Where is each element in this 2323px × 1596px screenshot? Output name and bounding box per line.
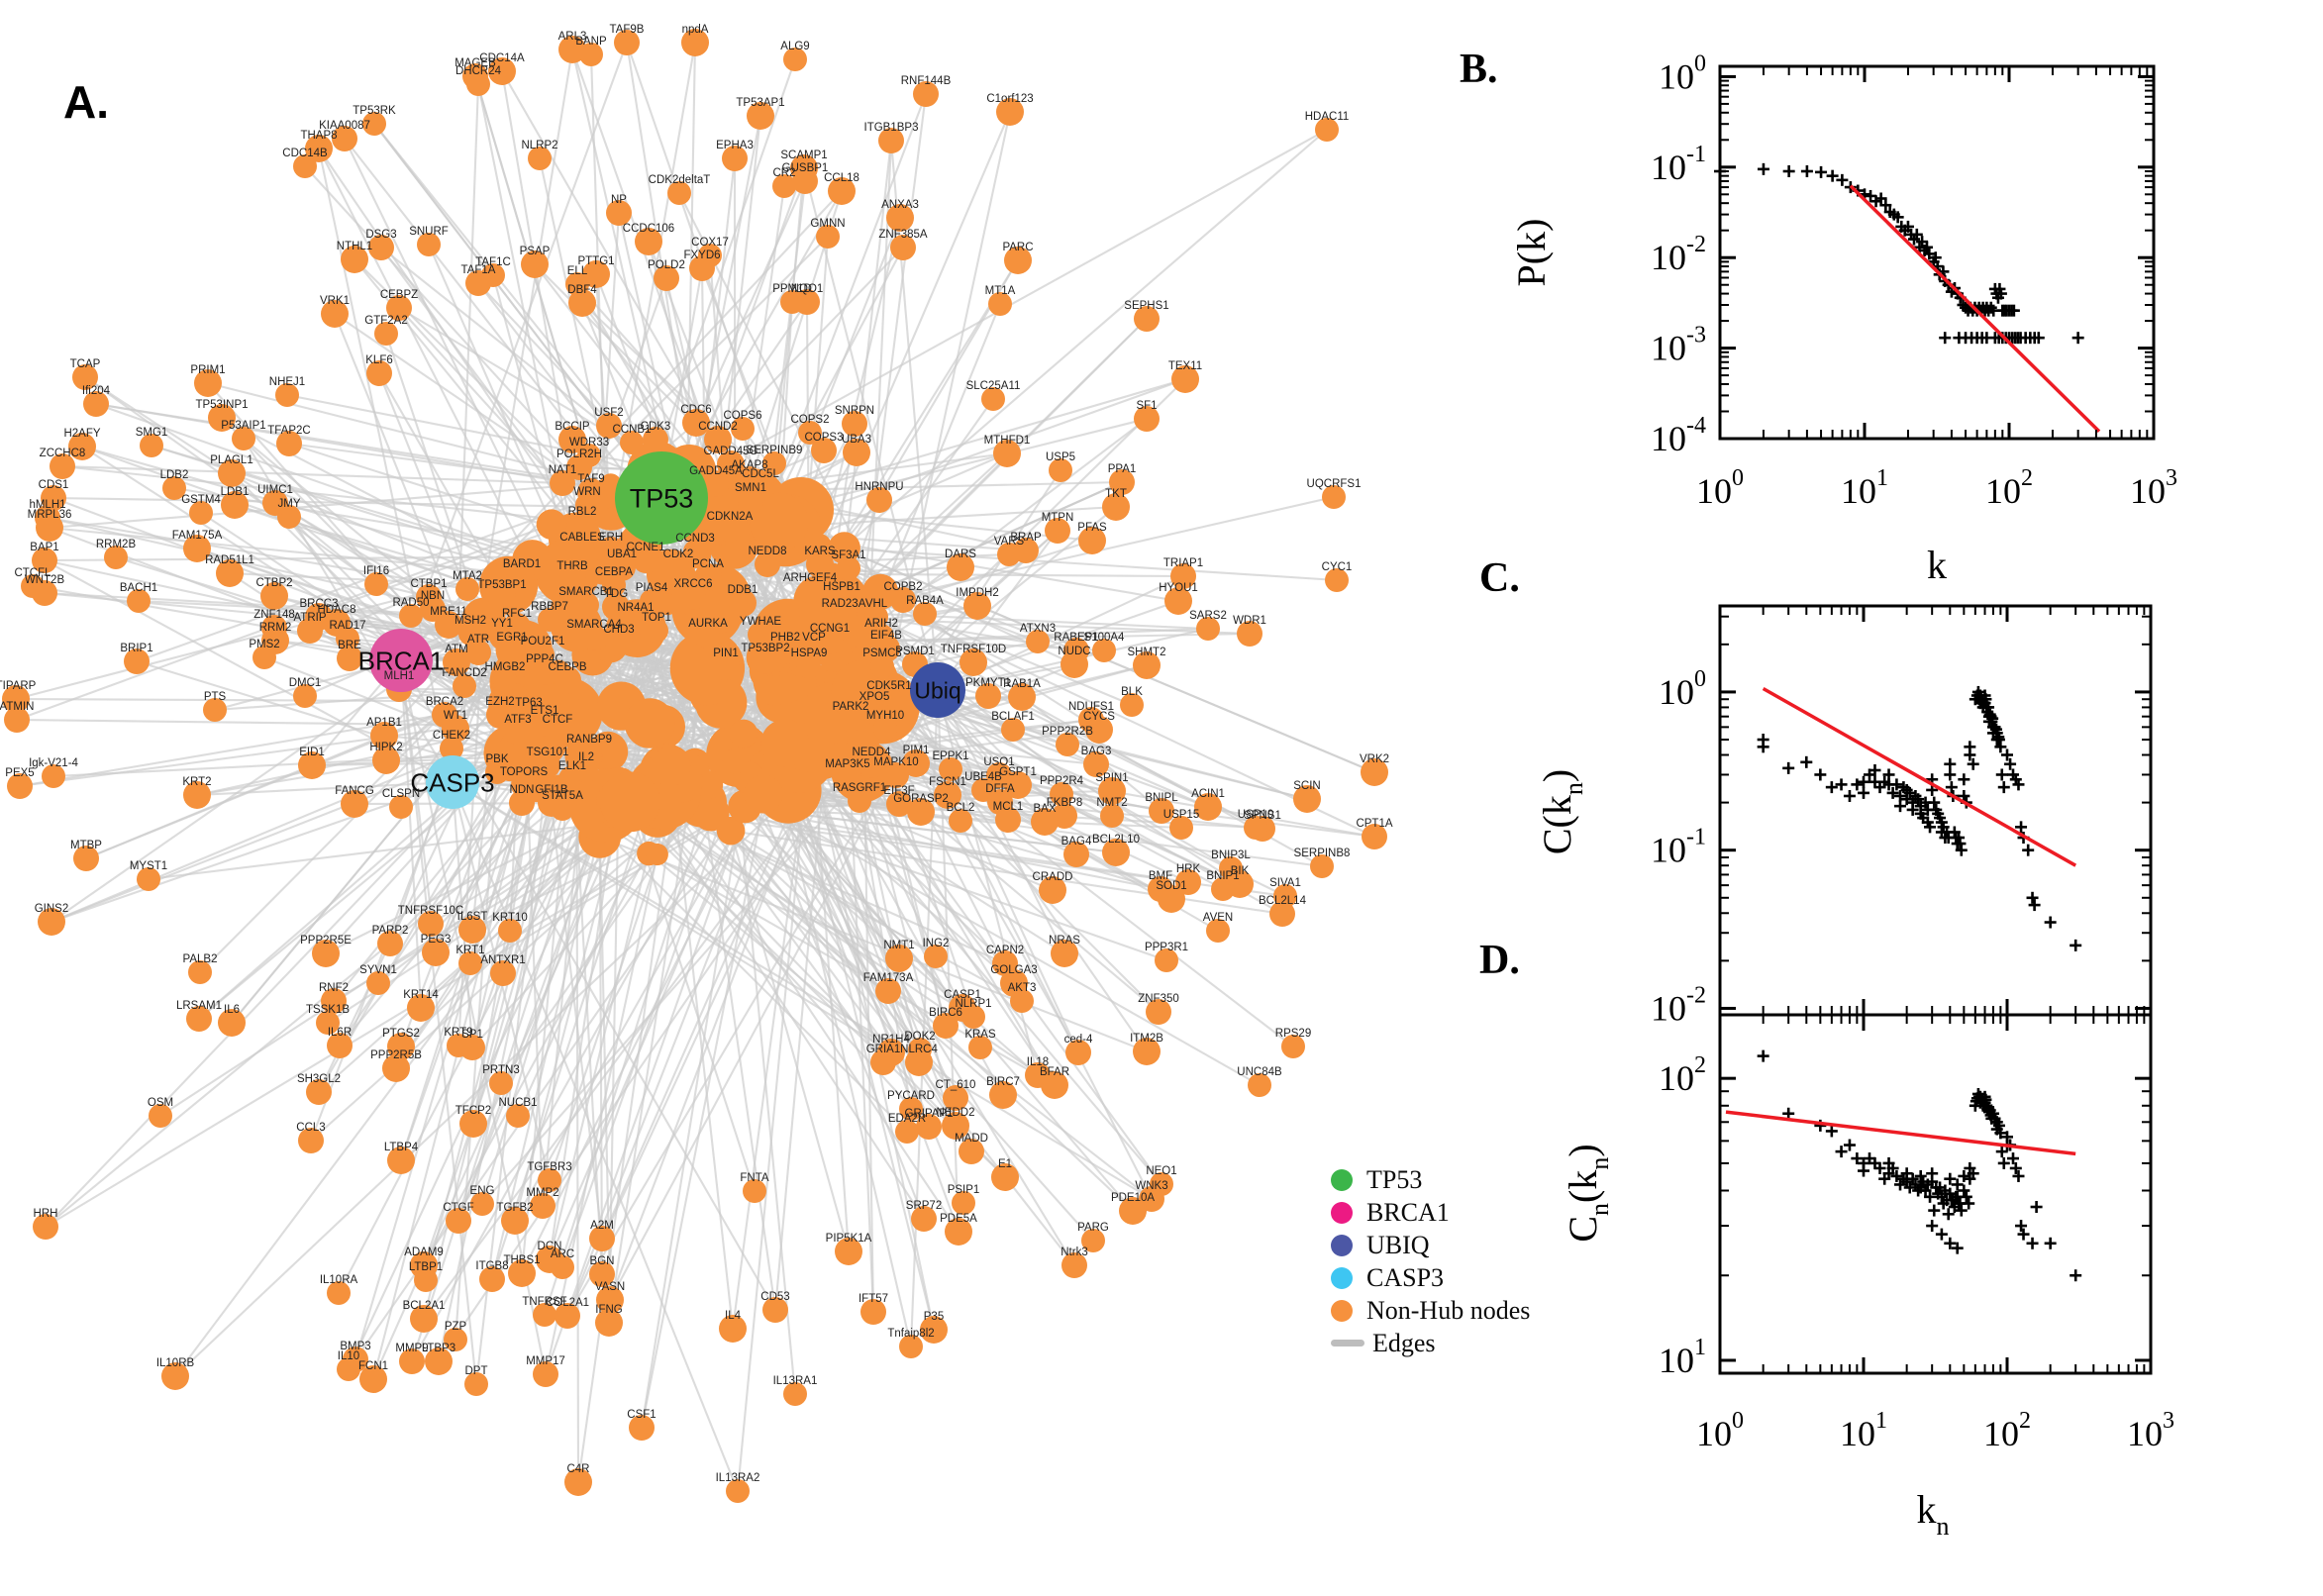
nonhub-swatch-icon [1331,1299,1353,1322]
panel-c-label: C. [1479,555,1520,601]
legend-label: CASP3 [1366,1262,1445,1292]
svg-text:100: 100 [1659,666,1706,712]
fit-line [1725,1110,2076,1156]
legend-label: TP53 [1366,1164,1423,1194]
legend-label: UBIQ [1366,1230,1430,1259]
y-axis-label-c: C(kn) [1535,769,1588,854]
legend-item-tp53: TP53 [1331,1164,1530,1194]
axis-ticks [1718,66,2156,441]
hub-node-ubiq [910,662,965,718]
panel-a-label: A. [63,76,109,128]
y-axis-label-b: P(k) [1509,219,1554,287]
legend-item-ubiq: UBIQ [1331,1230,1530,1259]
legend-item-casp3: CASP3 [1331,1262,1530,1292]
fit-line [1849,184,2101,434]
legend: TP53 BRCA1 UBIQ CASP3 Non-Hub nodes Edge… [1331,1164,1531,1357]
hub-nodes: TP53 BRCA1 Ubiq CASP3 [358,451,965,809]
svg-text:100: 100 [1696,465,1744,511]
svg-text:10-3: 10-3 [1651,323,1706,368]
svg-text:10-2: 10-2 [1651,982,1706,1028]
edges-swatch-icon [1331,1340,1364,1347]
panel-d-label: D. [1479,938,1520,983]
scatter-points [1714,162,2084,345]
svg-text:101: 101 [1840,1408,1887,1453]
legend-label: Edges [1372,1328,1436,1357]
hub-node-casp3 [426,755,479,809]
legend-label: Non-Hub nodes [1366,1295,1531,1325]
svg-text:10-1: 10-1 [1651,825,1706,870]
hub-label-tp53: TP53 [630,484,694,514]
svg-text:10-4: 10-4 [1651,413,1706,458]
svg-text:10-2: 10-2 [1651,232,1706,277]
node-labels: TP53RKKIAA0087THAP8CDC14BDSG3NTHL1SNURFC… [0,24,1393,1484]
ubiq-swatch-icon [1331,1234,1353,1256]
axis-ticks [1718,606,2153,1015]
hub-node-tp53 [615,451,708,545]
svg-text:102: 102 [1983,1408,2031,1453]
legend-item-nonhub: Non-Hub nodes [1331,1295,1531,1325]
x-axis-label-b: k [1927,543,1947,587]
fit-line [1762,687,2077,867]
network-panel: TP53 BRCA1 Ubiq CASP3TP53RKKIAA0087THAP8CDC… [0,24,1393,1503]
scatter-points [1757,1049,2082,1282]
chart-panel-c: 100 10-1 10-2 C(kn) [1535,604,2153,1028]
hub-label-brca1: BRCA1 [358,646,445,675]
hub-label-ubiq: Ubiq [914,677,960,703]
network-nodes [2,29,1388,1503]
legend-label: BRCA1 [1366,1197,1450,1227]
svg-text:101: 101 [1841,465,1888,511]
casp3-swatch-icon [1331,1266,1353,1289]
y-axis-label-d: Cn(kn) [1561,1144,1614,1242]
svg-text:100: 100 [1659,50,1706,96]
axis-ticks [1718,1015,2153,1374]
hub-node-brca1 [369,629,433,692]
brca1-swatch-icon [1331,1201,1353,1224]
svg-text:100: 100 [1696,1408,1744,1453]
svg-text:10-1: 10-1 [1651,142,1706,187]
chart-panel-d: 100 101 102 103 102 101 kn Cn(kn) [1561,1013,2174,1541]
panel-b-label: B. [1460,47,1498,92]
svg-text:101: 101 [1659,1335,1706,1380]
svg-text:103: 103 [2130,465,2177,511]
legend-item-edges: Edges [1331,1328,1530,1357]
legend-item-brca1: BRCA1 [1331,1197,1530,1227]
tp53-swatch-icon [1331,1168,1353,1191]
chart-panel-b: 100 101 102 103 100 10-1 10-2 10-3 10-4 k P(k) [1509,50,2177,587]
svg-text:102: 102 [1985,465,2033,511]
x-axis-label-d: kn [1917,1487,1950,1541]
hub-label-casp3: CASP3 [410,767,494,797]
scatter-points [1757,685,2082,951]
svg-text:103: 103 [2127,1408,2174,1453]
svg-text:102: 102 [1659,1052,1706,1098]
